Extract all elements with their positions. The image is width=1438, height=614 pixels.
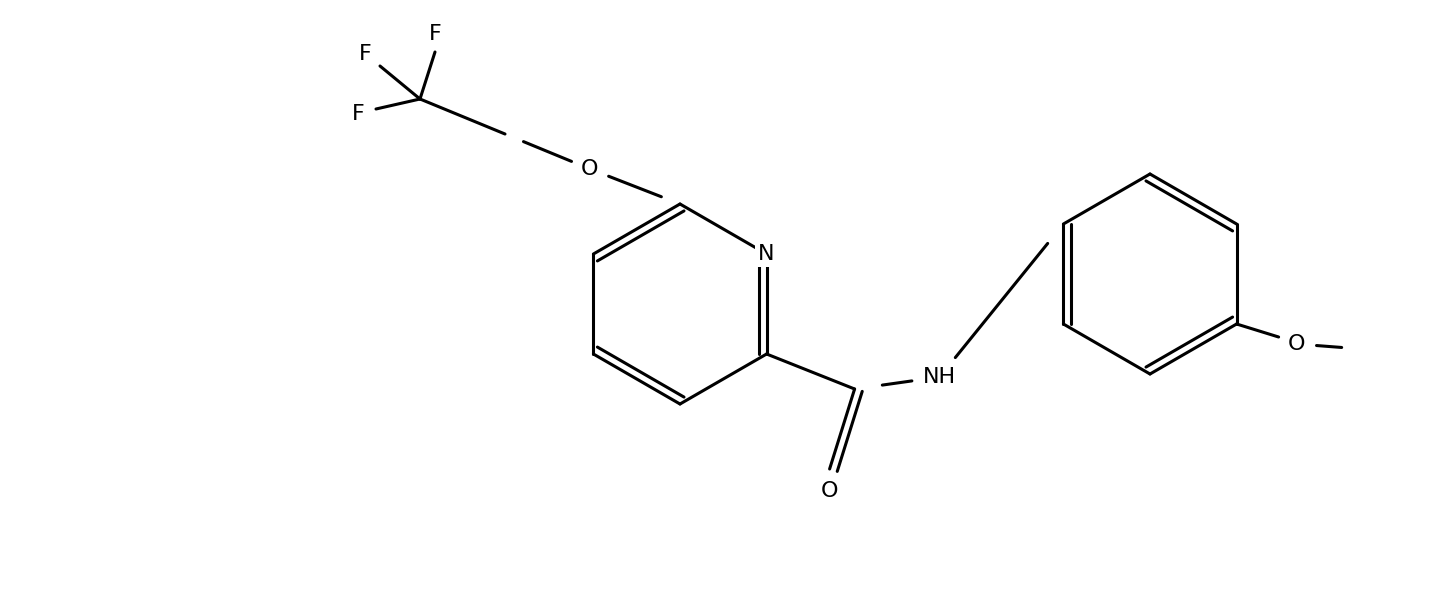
Text: F: F <box>352 104 364 124</box>
Text: O: O <box>821 481 838 501</box>
Text: F: F <box>429 24 441 44</box>
Text: N: N <box>758 244 775 264</box>
Text: NH: NH <box>923 367 956 387</box>
Text: F: F <box>358 44 371 64</box>
Text: O: O <box>1288 334 1306 354</box>
Text: O: O <box>581 159 598 179</box>
